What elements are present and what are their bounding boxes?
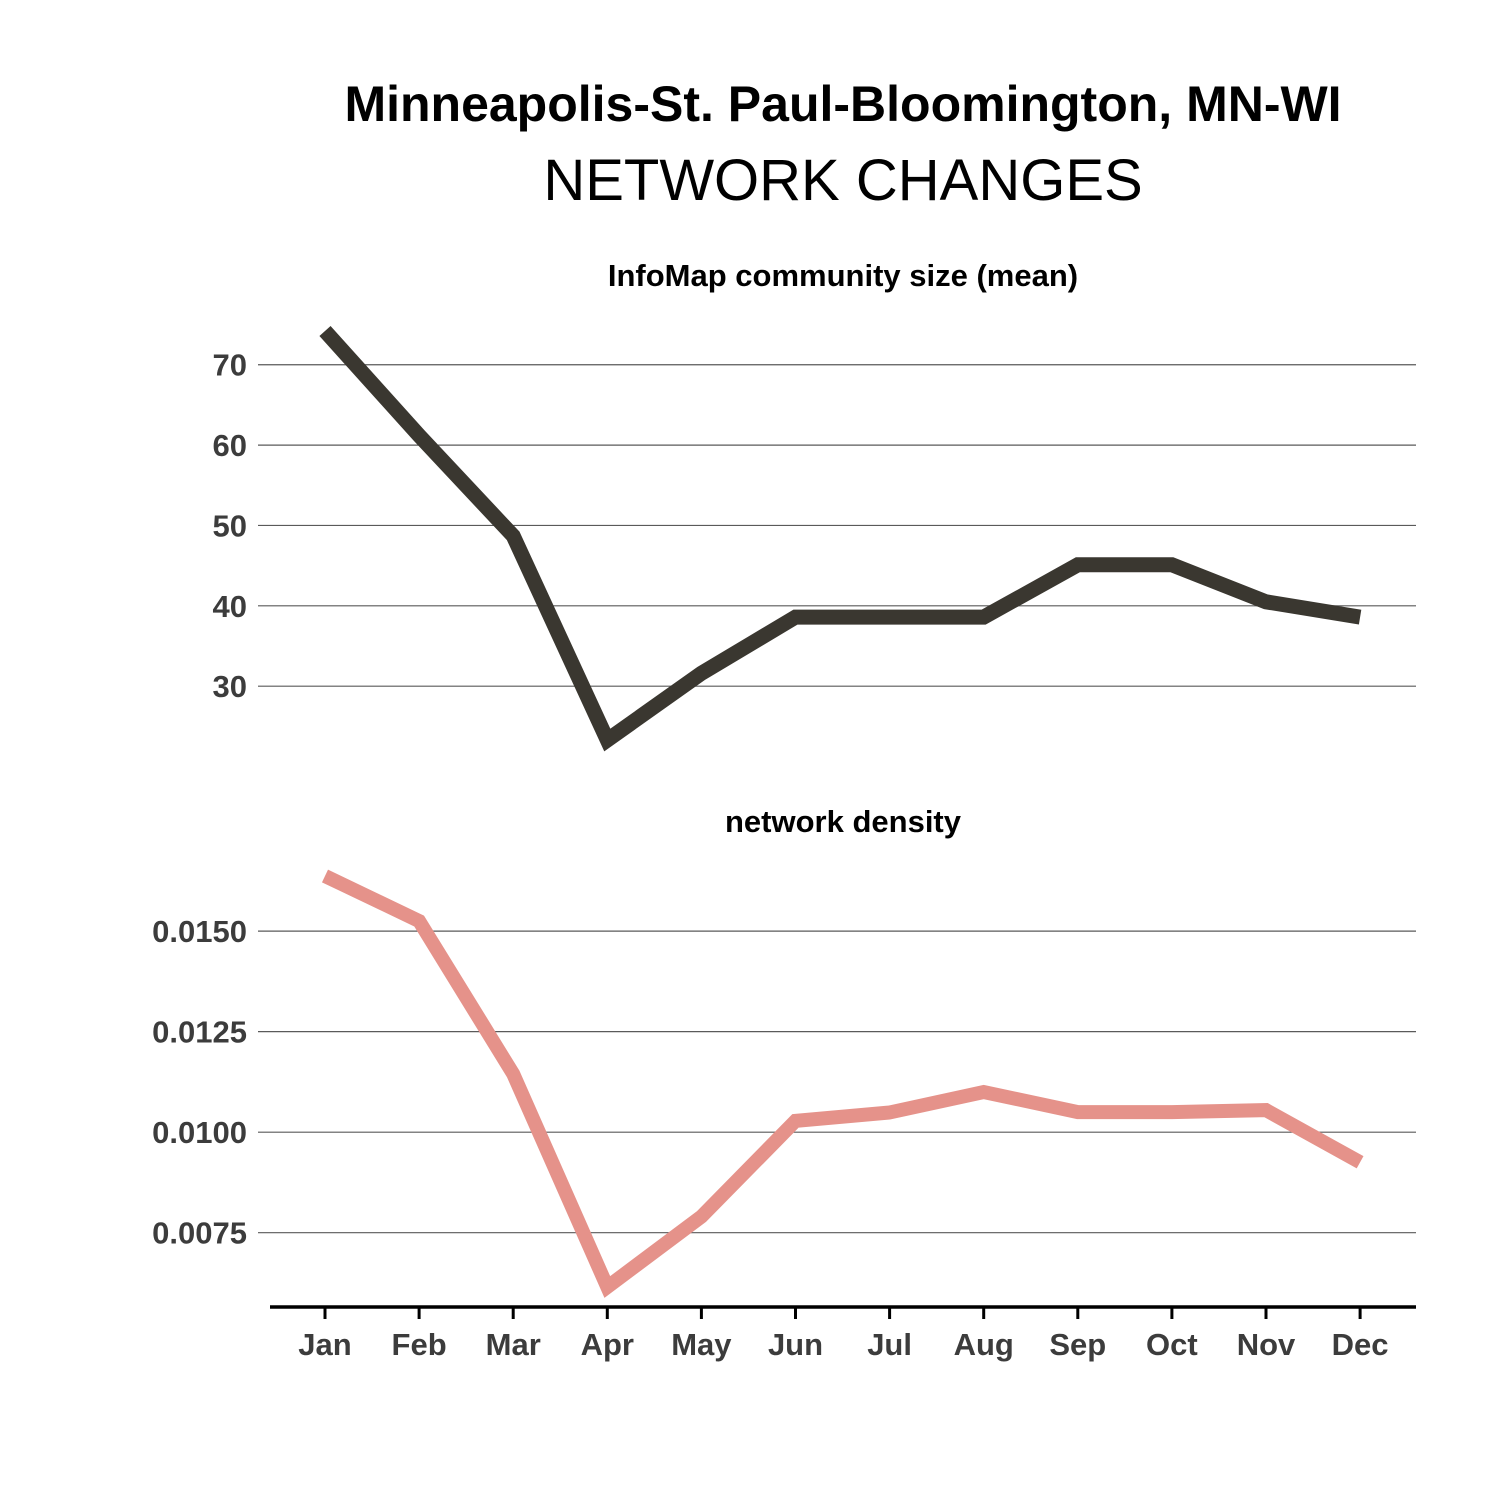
y-tick-label: 30 [213,669,247,704]
data-point [1360,1162,1361,1163]
data-point [983,1091,984,1092]
x-tick-label: Nov [1237,1327,1296,1362]
data-point [889,617,890,618]
x-tick-label: Oct [1146,1327,1198,1362]
y-tick-label: 60 [213,428,247,463]
chart-title: Minneapolis-St. Paul-Bloomington, MN-WI [344,76,1342,132]
panel-community-size: InfoMap community size (mean) 30 40 50 60 70 [213,258,1416,752]
data-point [983,617,984,618]
data-point [1171,564,1172,565]
y-tick-label: 70 [213,348,247,383]
panel-title-community-size: InfoMap community size (mean) [608,258,1078,293]
x-tick-label: May [671,1327,732,1362]
x-tick-label: Aug [954,1327,1014,1362]
data-point [1360,617,1361,618]
data-point [1077,1112,1078,1113]
data-point [1266,601,1267,602]
y-tick-label: 0.0100 [152,1115,247,1150]
y-axis-network-density: 0.0075 0.0100 0.0125 0.0150 [152,914,247,1251]
panel-title-network-density: network density [725,804,962,839]
data-point [701,1216,702,1217]
data-point [795,617,796,618]
data-point [1171,1112,1172,1113]
data-point [419,435,420,436]
data-point [1266,1110,1267,1111]
data-point [325,331,326,332]
y-tick-label: 0.0075 [152,1216,247,1251]
y-tick-label: 0.0125 [152,1015,247,1050]
y-axis-community-size: 30 40 50 60 70 [213,348,247,704]
data-point [701,673,702,674]
grid-network-density [258,930,1416,1234]
series-network-density [321,869,1364,1298]
chart-subtitle: NETWORK CHANGES [543,148,1143,213]
x-tick-label: Jun [768,1327,823,1362]
x-tick-label: Apr [581,1327,634,1362]
series-line [321,869,1364,1298]
data-point [607,740,608,741]
data-point [325,876,326,877]
grid-community-size [258,364,1416,687]
y-tick-label: 40 [213,589,247,624]
data-point [419,921,420,922]
x-axis: Jan Feb Mar Apr May Jun Jul Aug Sep Oct Nov Dec [270,1305,1416,1362]
x-tick-label: Jan [298,1327,351,1362]
x-tick-label: Mar [486,1327,541,1362]
data-point [795,1120,796,1121]
data-point [1077,564,1078,565]
y-tick-label: 0.0150 [152,914,247,949]
panel-network-density: network density 0.0075 0.0100 0.0125 0.0150 [152,804,1416,1298]
data-point [513,1073,514,1074]
series-community-size [319,325,1362,752]
x-tick-label: Feb [392,1327,447,1362]
x-tick-label: Sep [1049,1327,1106,1362]
y-tick-label: 50 [213,508,247,543]
data-point [513,535,514,536]
data-point [607,1287,608,1288]
data-point [889,1112,890,1113]
series-line [319,325,1362,752]
x-tick-label: Jul [867,1327,912,1362]
x-tick-label: Dec [1332,1327,1389,1362]
